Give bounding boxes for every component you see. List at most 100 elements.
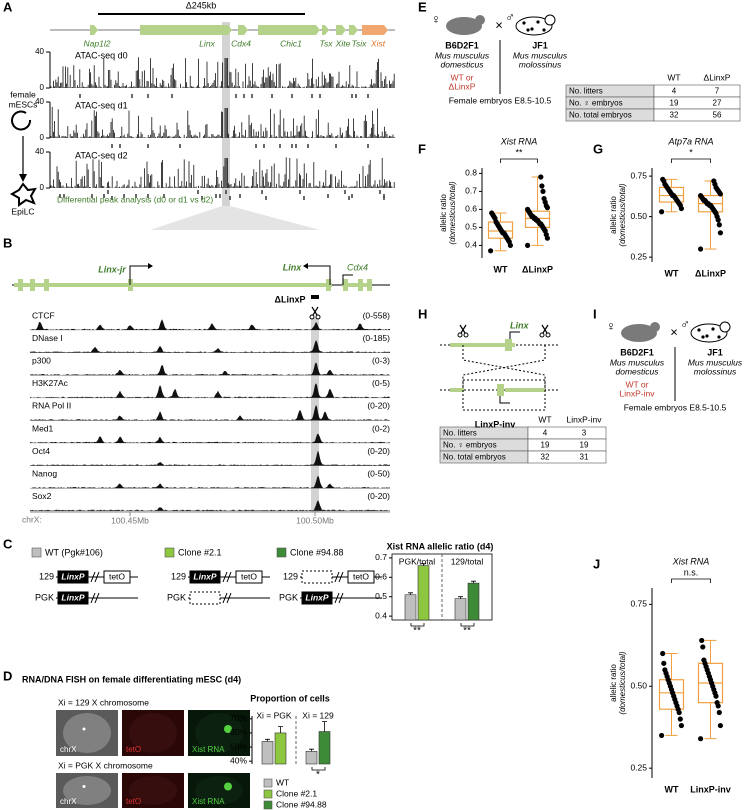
group-label: Xi = PGK (256, 710, 292, 720)
error-bar (265, 738, 270, 742)
panel-label: I (593, 306, 597, 321)
legend-swatch (263, 789, 273, 799)
strain: B6D2F1 (620, 347, 654, 357)
point (714, 700, 720, 706)
mouse-spot (522, 21, 526, 25)
point (660, 650, 666, 657)
sex-symbol: ♀ (431, 11, 441, 26)
table-header: ΔLinxP (704, 72, 731, 82)
significance: ** (463, 626, 471, 637)
species: molossinus (519, 59, 562, 69)
tss-arrow (499, 396, 510, 404)
tss-arrow (306, 265, 331, 285)
scissors-icon (457, 332, 463, 338)
axis-label: chrX: (22, 514, 42, 524)
group-label: Xi = 129 (302, 710, 334, 720)
track-label: H3K27Ac (32, 378, 69, 388)
table-value: 19 (541, 441, 550, 450)
track-label: Sox2 (32, 491, 52, 501)
element-label: tetO (109, 571, 125, 581)
signal-track (30, 383, 390, 398)
cell-label: mESCs (9, 99, 38, 109)
chart-title: Xist RNA (672, 556, 710, 566)
point (701, 657, 707, 663)
track-range: (0-2) (372, 423, 390, 433)
gene (336, 25, 346, 35)
gene-label: Linx (199, 38, 215, 48)
channel-label: Xist RNA (192, 797, 225, 806)
panel-label: E (418, 0, 427, 14)
point (716, 709, 722, 716)
signal-track (30, 433, 390, 443)
deletion-bar (311, 295, 319, 299)
table-value: 4 (672, 87, 677, 96)
genotype: LinxP-inv (620, 388, 656, 398)
arrow-head (303, 263, 308, 269)
mouse-icon (544, 14, 556, 26)
allele-label: PGK (279, 592, 298, 602)
element-box (57, 570, 89, 584)
significance-bracket (410, 623, 425, 627)
table-value: 32 (670, 111, 679, 120)
genotype: WT or (626, 379, 649, 389)
gene-body (450, 388, 464, 392)
cell-label: EpiLC (11, 206, 34, 216)
panel-label: J (593, 556, 600, 571)
x-tick-label: ΔLinxP (695, 268, 726, 278)
table-header: WT (538, 414, 551, 424)
point (699, 637, 705, 644)
break-mark (90, 592, 100, 604)
break-mark (222, 571, 232, 583)
x-tick-label: WT (665, 784, 679, 794)
exon (44, 279, 49, 291)
arrow-head (19, 174, 27, 182)
gene-body (505, 388, 545, 392)
signal-track (50, 107, 395, 138)
point (698, 736, 704, 742)
y-tick-label: 0.25 (630, 251, 647, 261)
bar (274, 732, 287, 765)
table-value: 31 (580, 453, 589, 462)
x-tick-label: 100.45Mb (111, 515, 149, 525)
row-label: No. total embryos (443, 453, 506, 462)
inversion-box (462, 379, 546, 411)
y-axis-label: (domesticus/total) (618, 183, 627, 246)
signal-track (30, 405, 390, 421)
nucleus (129, 776, 177, 805)
channel-label: Xist RNA (192, 745, 225, 754)
point (525, 206, 531, 212)
species: Mus musculus (688, 357, 743, 367)
cross-symbol: × (670, 324, 678, 339)
mouse-spot (536, 20, 540, 24)
panel-title: RNA/DNA FISH on female differentiating m… (22, 674, 241, 684)
table-cell (653, 84, 741, 98)
y-tick-label: 0.4 (465, 240, 477, 250)
gene-body (342, 283, 372, 287)
mouse-icon (475, 15, 485, 25)
legend-label: Clone #94.88 (290, 547, 344, 557)
signal-spot (82, 727, 86, 731)
significance-bracket (671, 578, 711, 583)
table-cell (527, 426, 607, 440)
track-label: ATAC-seq d2 (75, 150, 128, 160)
arrow-head (148, 263, 153, 269)
error-bar (458, 596, 463, 599)
gene (238, 25, 248, 35)
bar (261, 741, 274, 765)
scissors-icon (311, 306, 319, 316)
signal-track (30, 475, 390, 489)
signal-track (30, 362, 390, 376)
zoom-wedge (150, 206, 320, 230)
legend-label: Clone #2.1 (178, 547, 222, 557)
y-tick-label: 0.7 (465, 186, 477, 196)
significance-bracket (500, 158, 538, 163)
y-tick-label: 40% (230, 755, 247, 765)
error-bar (322, 721, 327, 732)
cell-icon (9, 182, 37, 207)
gene-label: Tsix (352, 38, 368, 48)
mouse-icon (719, 321, 731, 333)
exon (326, 279, 331, 291)
row-label: Xi = PGK X chromosome (58, 760, 153, 770)
chart-title: Xist RNA allelic ratio (d4) (387, 541, 494, 551)
